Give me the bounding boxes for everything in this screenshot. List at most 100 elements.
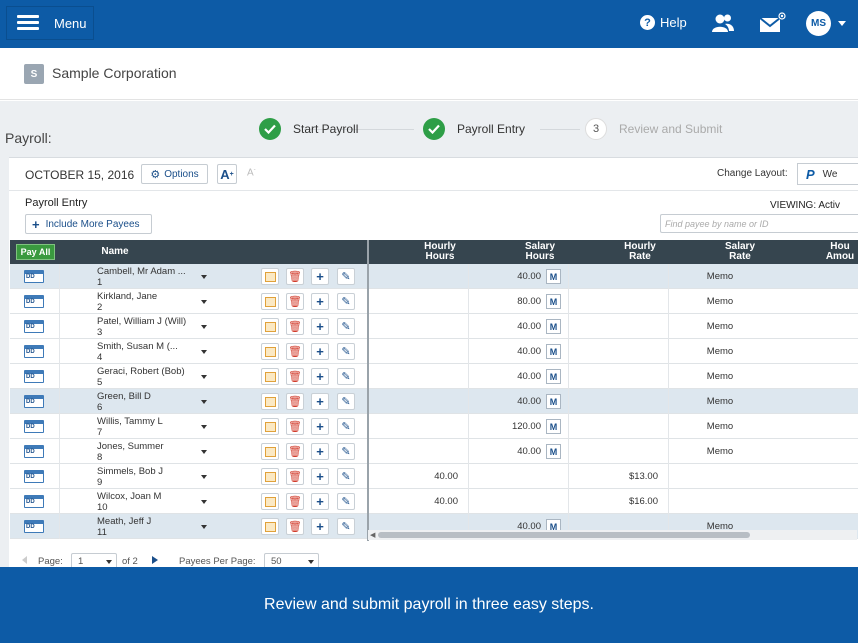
chevron-down-icon[interactable]	[201, 350, 207, 354]
payee-name[interactable]: Kirkland, Jane 2	[97, 291, 158, 313]
hourly-rate-cell[interactable]	[569, 339, 669, 364]
hourly-rate-cell[interactable]	[569, 389, 669, 414]
delete-button[interactable]: 🗑	[286, 268, 304, 285]
hourly-hours-cell[interactable]	[369, 314, 469, 339]
delete-button[interactable]: 🗑	[286, 293, 304, 310]
memo-button[interactable]	[261, 518, 279, 535]
delete-button[interactable]: 🗑	[286, 318, 304, 335]
add-button[interactable]: +	[311, 468, 329, 485]
edit-button[interactable]: ✎	[337, 418, 355, 435]
hourly-rate-cell[interactable]	[569, 364, 669, 389]
payee-name[interactable]: Cambell, Mr Adam ... 1	[97, 266, 186, 288]
memo-button[interactable]	[261, 443, 279, 460]
memo-button[interactable]	[261, 493, 279, 510]
chevron-down-icon[interactable]	[201, 525, 207, 529]
chevron-down-icon[interactable]	[201, 300, 207, 304]
increase-font-button[interactable]: A +	[217, 164, 237, 184]
edit-button[interactable]: ✎	[337, 268, 355, 285]
avatar[interactable]: MS	[806, 11, 831, 36]
memo-button[interactable]	[261, 268, 279, 285]
salary-hours-cell[interactable]: 40.00	[469, 339, 569, 364]
memo-button[interactable]	[261, 393, 279, 410]
options-button[interactable]: ⚙ Options	[141, 164, 208, 184]
header-salary-rate[interactable]: Salary Rate	[724, 241, 756, 262]
header-hourly-rate[interactable]: Hourly Rate	[624, 241, 656, 262]
add-button[interactable]: +	[311, 393, 329, 410]
header-hourly-amount[interactable]: Hou Amou	[825, 241, 855, 262]
salary-hours-cell[interactable]	[469, 464, 569, 489]
salary-rate-cell[interactable]: Memo	[706, 421, 734, 432]
salary-hours-cell[interactable]: 40.00	[469, 514, 569, 539]
chevron-down-icon[interactable]	[201, 425, 207, 429]
include-more-payees-button[interactable]: + Include More Payees	[25, 214, 152, 234]
chevron-down-icon[interactable]	[201, 275, 207, 279]
next-page-icon[interactable]	[152, 556, 158, 564]
salary-hours-cell[interactable]: 40.00	[469, 389, 569, 414]
chevron-down-icon[interactable]	[201, 400, 207, 404]
payee-name[interactable]: Smith, Susan M (... 4	[97, 341, 178, 363]
hourly-hours-cell[interactable]: 40.00	[369, 464, 469, 489]
direct-deposit-icon[interactable]	[24, 420, 44, 433]
hourly-amount-cell[interactable]	[770, 264, 858, 289]
hourly-rate-cell[interactable]	[569, 414, 669, 439]
hourly-hours-cell[interactable]	[369, 514, 469, 539]
chevron-down-icon[interactable]	[201, 375, 207, 379]
memo-m-button[interactable]: M	[546, 344, 561, 359]
direct-deposit-icon[interactable]	[24, 270, 44, 283]
edit-button[interactable]: ✎	[337, 443, 355, 460]
memo-m-button[interactable]: M	[546, 444, 561, 459]
add-button[interactable]: +	[311, 268, 329, 285]
hourly-amount-cell[interactable]	[770, 314, 858, 339]
edit-button[interactable]: ✎	[337, 343, 355, 360]
find-payee-input[interactable]: Find payee by name or ID	[660, 214, 858, 233]
header-salary-hours[interactable]: Salary Hours	[524, 241, 556, 262]
hourly-amount-cell[interactable]	[770, 414, 858, 439]
add-button[interactable]: +	[311, 318, 329, 335]
hourly-amount-cell[interactable]	[770, 364, 858, 389]
delete-button[interactable]: 🗑	[286, 468, 304, 485]
salary-hours-cell[interactable]: 40.00	[469, 439, 569, 464]
layout-select[interactable]: P We	[797, 163, 858, 185]
delete-button[interactable]: 🗑	[286, 493, 304, 510]
prev-page-icon[interactable]	[22, 556, 27, 564]
hourly-rate-cell[interactable]: $13.00	[569, 464, 669, 489]
chevron-down-icon[interactable]	[201, 450, 207, 454]
salary-rate-cell[interactable]: Memo	[706, 371, 734, 382]
pay-all-button[interactable]: Pay All	[16, 244, 55, 260]
direct-deposit-icon[interactable]	[24, 495, 44, 508]
header-name[interactable]: Name	[101, 246, 129, 257]
memo-button[interactable]	[261, 468, 279, 485]
salary-rate-cell[interactable]: Memo	[706, 446, 734, 457]
salary-hours-cell[interactable]: 120.00	[469, 414, 569, 439]
hourly-hours-cell[interactable]: 40.00	[369, 489, 469, 514]
memo-m-button[interactable]: M	[546, 319, 561, 334]
salary-hours-cell[interactable]: 40.00	[469, 314, 569, 339]
salary-rate-cell[interactable]: Memo	[706, 346, 734, 357]
mail-icon[interactable]	[759, 12, 787, 34]
memo-m-button[interactable]: M	[546, 394, 561, 409]
add-button[interactable]: +	[311, 368, 329, 385]
hourly-hours-cell[interactable]	[369, 389, 469, 414]
edit-button[interactable]: ✎	[337, 493, 355, 510]
payee-name[interactable]: Geraci, Robert (Bob) 5	[97, 366, 185, 388]
salary-hours-cell[interactable]: 80.00	[469, 289, 569, 314]
add-button[interactable]: +	[311, 443, 329, 460]
salary-rate-cell[interactable]	[670, 489, 770, 514]
chevron-down-icon[interactable]	[201, 475, 207, 479]
direct-deposit-icon[interactable]	[24, 470, 44, 483]
horizontal-scrollbar[interactable]: ◀	[368, 530, 857, 540]
direct-deposit-icon[interactable]	[24, 295, 44, 308]
viewing-filter[interactable]: VIEWING: Activ	[770, 200, 841, 211]
delete-button[interactable]: 🗑	[286, 443, 304, 460]
delete-button[interactable]: 🗑	[286, 343, 304, 360]
chevron-down-icon[interactable]	[201, 325, 207, 329]
add-button[interactable]: +	[311, 343, 329, 360]
edit-button[interactable]: ✎	[337, 393, 355, 410]
hourly-amount-cell[interactable]	[770, 439, 858, 464]
salary-hours-cell[interactable]: 40.00	[469, 364, 569, 389]
hourly-rate-cell[interactable]: $16.00	[569, 489, 669, 514]
hourly-rate-cell[interactable]	[569, 439, 669, 464]
delete-button[interactable]: 🗑	[286, 393, 304, 410]
